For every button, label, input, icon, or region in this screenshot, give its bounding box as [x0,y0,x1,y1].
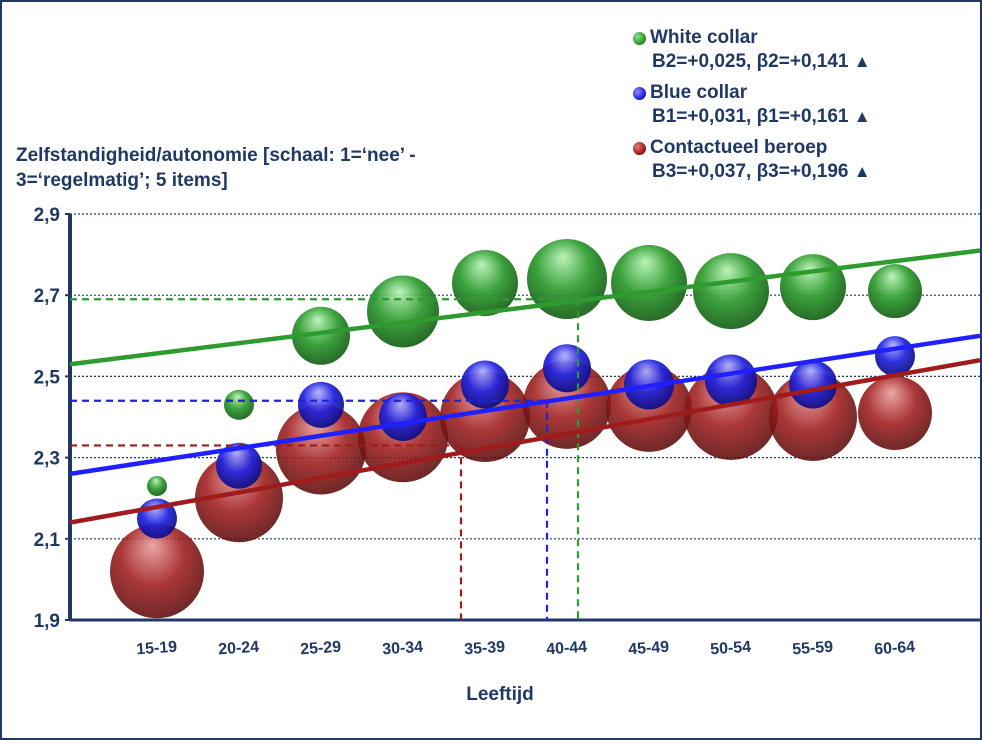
x-tick-label: 40-44 [546,639,588,659]
x-tick-label: 45-49 [628,639,670,659]
bubble-0 [611,245,687,322]
x-tick-label: 30-34 [382,639,424,659]
legend-stats: B3=+0,037, β3=+0,196 [652,161,849,182]
bubble-0 [147,476,167,497]
x-tick-label: 15-19 [136,639,178,659]
bubble-1 [789,360,837,409]
bubble-0 [452,250,518,317]
bubble-1 [379,393,427,441]
legend-stats: B1=+0,031, β1=+0,161 [652,106,849,127]
y-axis-label: Zelfstandigheid/autonomie [schaal: 1=‘ne… [16,145,416,191]
bubble-0 [367,275,439,348]
legend-name: Blue collar [650,82,748,103]
legend-entry-white-collar: White collar B2=+0,025, β2=+0,141 ▲ [633,26,871,74]
legend-marker-white-collar [633,31,646,45]
bubble-1 [543,344,591,393]
bubble-2 [440,372,530,462]
bubble-0 [292,306,350,365]
bubble-1 [461,360,509,409]
bubble-0 [693,253,769,330]
legend: White collar B2=+0,025, β2=+0,141 ▲ Blue… [633,26,871,191]
trend-up-icon: ▲ [853,52,871,71]
legend-entry-contactueel: Contactueel beroep B3=+0,037, β3=+0,196 … [633,136,871,184]
bubble-2 [110,524,204,619]
x-tick-label: 60-64 [874,639,916,659]
bubble-0 [780,254,846,321]
bubble-1 [705,354,757,407]
y-tick-label: 2,1 [34,530,61,551]
x-axis-label: Leeftijd [466,684,534,705]
bubble-2 [858,375,932,450]
trend-up-icon: ▲ [853,107,871,126]
legend-stats: B2=+0,025, β2=+0,141 [652,51,849,72]
y-tick-label: 2,7 [34,286,60,307]
y-tick-label: 2,3 [34,449,60,470]
x-tick-label: 50-54 [710,639,752,659]
x-tick-label: 25-29 [300,639,342,659]
legend-entry-blue-collar: Blue collar B1=+0,031, β1=+0,161 ▲ [633,81,871,129]
bubble-1 [875,336,915,377]
x-tick-label: 20-24 [218,639,260,659]
bubble-2 [195,454,283,543]
bubble-2 [523,360,611,449]
trend-line [69,357,981,525]
trend-up-icon: ▲ [853,162,871,181]
x-tick-label: 35-39 [464,639,506,659]
legend-marker-contactueel [633,141,646,155]
y-tick-label: 2,9 [34,205,60,226]
bubble-1 [216,442,262,489]
legend-name: White collar [650,27,758,48]
bubble-0 [868,264,922,319]
bubble-0 [224,389,254,420]
x-tick-label: 55-59 [792,639,834,659]
legend-marker-blue-collar [633,86,646,100]
legend-name: Contactueel beroep [650,137,828,158]
y-tick-label: 2,5 [34,367,61,388]
y-tick-label: 1,9 [34,611,60,632]
trend-line [69,248,981,367]
bubble-1 [298,381,344,428]
trend-line [69,333,981,477]
